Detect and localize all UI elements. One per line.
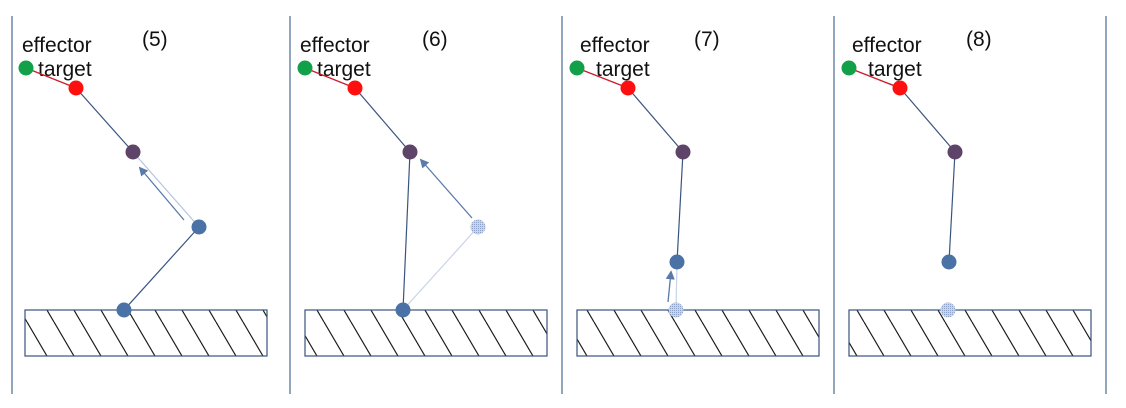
ghost-joint — [470, 219, 486, 235]
effector-label: effector — [580, 34, 650, 57]
ground-hatch — [848, 309, 1092, 357]
ghost-link — [675, 261, 678, 311]
ground-hatch — [24, 309, 268, 357]
step-label: (6) — [422, 28, 448, 51]
target-effector-link — [304, 67, 356, 89]
step-label: (5) — [142, 28, 168, 51]
target-label: target — [38, 58, 92, 81]
joint-base — [941, 254, 957, 270]
ghost-joint — [940, 302, 956, 318]
move-arrow — [419, 158, 473, 219]
effector-label: effector — [852, 34, 922, 57]
target-point — [18, 60, 34, 76]
panel-7: (7) effector target — [569, 28, 820, 357]
target-point — [297, 60, 313, 76]
joint-mid — [125, 144, 141, 160]
joint-base — [395, 302, 411, 318]
effector-label: effector — [22, 34, 92, 57]
target-point — [841, 60, 857, 76]
effector-point — [347, 80, 363, 96]
move-arrow — [138, 166, 185, 221]
joint-base — [669, 254, 685, 270]
step-label: (8) — [966, 28, 992, 51]
arm-link — [354, 87, 411, 153]
target-effector-link — [576, 67, 629, 89]
arm-link — [899, 87, 956, 153]
target-label: target — [317, 58, 371, 81]
effector-point — [68, 80, 84, 96]
joint-mid — [675, 144, 691, 160]
panel-5: (5) effector target — [18, 28, 268, 357]
joint-base — [116, 302, 132, 318]
arm-link — [627, 87, 684, 153]
step-label: (7) — [694, 28, 720, 51]
target-label: target — [596, 58, 650, 81]
joint-mid — [947, 144, 963, 160]
ghost-link — [132, 151, 200, 228]
ghost-link — [402, 226, 479, 311]
panel-8: (8) effector target — [841, 28, 1092, 357]
target-effector-link — [848, 67, 901, 89]
arm-link — [402, 151, 411, 311]
effector-label: effector — [300, 34, 370, 57]
ground-hatch — [304, 309, 548, 357]
target-point — [569, 60, 585, 76]
panel-6: (6) effector target — [297, 28, 548, 357]
effector-point — [892, 80, 908, 96]
arm-link — [75, 87, 134, 153]
arm-link — [676, 151, 684, 263]
target-label: target — [868, 58, 922, 81]
ground-hatch — [576, 309, 820, 357]
arm-link — [948, 151, 956, 263]
joint-elbow — [191, 219, 207, 235]
joint-mid — [402, 144, 418, 160]
effector-point — [620, 80, 636, 96]
ghost-joint — [668, 302, 684, 318]
move-arrow — [665, 270, 675, 303]
target-effector-link — [25, 67, 77, 89]
arm-link — [123, 226, 200, 311]
